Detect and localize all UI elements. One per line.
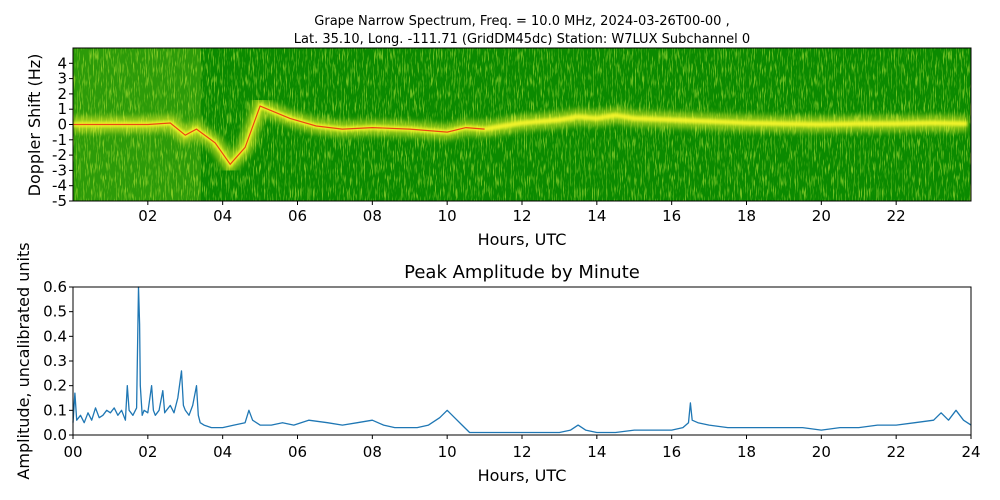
amplitude-x-tick-label: 08 [363, 443, 382, 461]
spectrogram-x-tick-label: 10 [438, 207, 457, 225]
amplitude-panel: Peak Amplitude by Minute 00 02 04 06 08 10 12 1… [14, 242, 981, 485]
amplitude-title: Peak Amplitude by Minute [404, 262, 640, 283]
amplitude-x-tick-label: 24 [961, 443, 980, 461]
amplitude-x-tick-label: 16 [662, 443, 681, 461]
spectrogram-y-tick-label: -5 [52, 192, 67, 210]
amplitude-y-tick-label: 0.0 [43, 426, 67, 444]
spectrogram-x-ticks: 02 04 06 08 10 12 14 16 18 20 22 [138, 201, 906, 225]
amplitude-y-tick-label: 0.1 [43, 401, 67, 419]
spectrogram-x-tick-label: 20 [812, 207, 831, 225]
spectrogram-x-tick-label: 06 [288, 207, 307, 225]
spectrogram-x-tick-label: 22 [887, 207, 906, 225]
amplitude-x-tick-label: 10 [438, 443, 457, 461]
amplitude-x-tick-label: 20 [812, 443, 831, 461]
amplitude-x-tick-label: 04 [213, 443, 232, 461]
spectrogram-y-tick-label: 1 [57, 100, 67, 118]
amplitude-x-tick-label: 02 [138, 443, 157, 461]
spectrogram-x-tick-label: 08 [363, 207, 382, 225]
amplitude-y-label: Amplitude, uncalibrated units [14, 242, 33, 479]
figure-title-line2: Lat. 35.10, Long. -111.71 (GridDM45dc) S… [294, 32, 750, 47]
spectrogram-y-tick-label: -1 [52, 131, 67, 149]
spectrogram-x-tick-label: 02 [138, 207, 157, 225]
amplitude-x-tick-label: 06 [288, 443, 307, 461]
spectrogram-y-tick-label: 3 [57, 70, 67, 88]
spectrogram-y-tick-label: -2 [52, 146, 67, 164]
amplitude-series-line [72, 286, 972, 434]
spectrogram-y-tick-label: 2 [57, 85, 67, 103]
amplitude-x-tick-label: 18 [737, 443, 756, 461]
amplitude-y-tick-label: 0.2 [43, 377, 67, 395]
spectrogram-x-tick-label: 04 [213, 207, 232, 225]
spectrogram-y-tick-label: -3 [52, 161, 67, 179]
amplitude-y-tick-label: 0.3 [43, 352, 67, 370]
spectrogram-y-tick-label: 4 [57, 54, 67, 72]
spectrogram-x-label: Hours, UTC [478, 230, 567, 249]
amplitude-x-tick-label: 22 [887, 443, 906, 461]
figure-title-line1: Grape Narrow Spectrum, Freq. = 10.0 MHz,… [314, 14, 729, 29]
spectrogram-x-tick-label: 14 [587, 207, 606, 225]
spectrogram-x-tick-label: 12 [512, 207, 531, 225]
amplitude-plot-area [73, 287, 971, 435]
amplitude-x-tick-label: 14 [587, 443, 606, 461]
spectrogram-y-label: Doppler Shift (Hz) [25, 54, 44, 197]
amplitude-y-tick-label: 0.6 [43, 278, 67, 296]
spectrogram-x-tick-label: 16 [662, 207, 681, 225]
spectrogram-y-tick-label: -4 [52, 177, 67, 195]
amplitude-y-tick-label: 0.4 [43, 327, 67, 345]
amplitude-x-tick-label: 00 [63, 443, 82, 461]
spectrogram-y-tick-label: 0 [57, 116, 67, 134]
spectrogram-ridge-peak [73, 105, 485, 166]
amplitude-x-tick-label: 12 [512, 443, 531, 461]
spectrogram-x-tick-label: 18 [737, 207, 756, 225]
amplitude-y-tick-label: 0.5 [43, 303, 67, 321]
amplitude-x-ticks: 00 02 04 06 08 10 12 14 16 18 20 22 24 [63, 435, 981, 461]
amplitude-y-ticks: 0.0 0.1 0.2 0.3 0.4 0.5 0.6 [43, 278, 73, 444]
amplitude-x-label: Hours, UTC [478, 466, 567, 485]
